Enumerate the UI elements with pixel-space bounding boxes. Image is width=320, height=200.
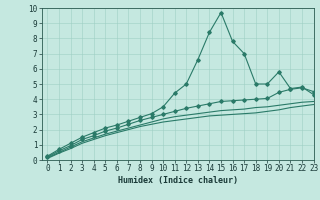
X-axis label: Humidex (Indice chaleur): Humidex (Indice chaleur)	[118, 176, 237, 185]
